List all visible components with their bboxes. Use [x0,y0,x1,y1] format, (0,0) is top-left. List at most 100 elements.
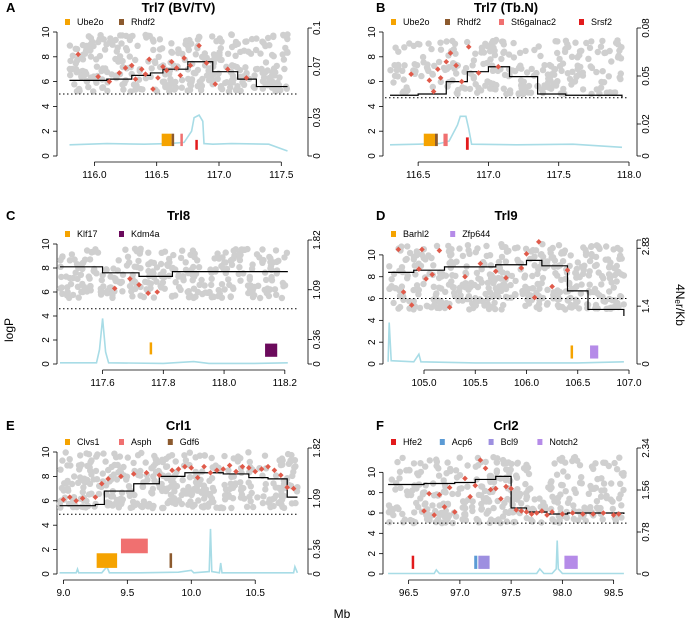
snp-marker [145,290,151,296]
data-point [593,68,600,76]
data-point [64,288,71,296]
data-point [189,247,197,254]
data-point [419,491,427,498]
left-tick-label: 2 [367,128,378,134]
data-point [487,85,494,92]
data-point [617,70,624,77]
snp-marker [492,485,499,492]
data-point [67,71,74,79]
x-tick-label: 97.0 [450,588,470,599]
data-point [581,262,588,269]
step-line [390,66,623,98]
x-tick-label: 106.5 [565,378,590,389]
left-tick-label: 4 [41,522,52,528]
data-point [461,504,468,511]
legend-item: Acp6 [439,437,472,447]
data-point [444,459,451,466]
data-point [538,280,545,287]
left-tick-label: 10 [367,466,378,478]
data-point [135,76,143,83]
data-point [206,289,213,296]
data-point [251,72,258,79]
data-point [465,293,473,300]
data-point [134,452,142,459]
snp-marker [446,304,453,311]
data-point [559,258,567,265]
data-point [493,459,501,466]
data-point [199,75,206,83]
data-point [268,51,276,59]
left-tick-label: 6 [367,295,378,301]
data-point [278,487,285,495]
data-point [254,494,261,501]
snp-marker [610,512,617,518]
data-point [120,463,127,471]
data-point [387,67,394,74]
data-point [267,255,274,262]
data-point [90,42,97,50]
right-tick-label: 2.8 [641,241,652,255]
data-point [120,86,127,93]
x-tick-label: 98.5 [604,588,624,599]
data-point [65,294,73,302]
data-point [230,285,237,292]
panel-label: E [6,418,15,433]
data-point [588,485,595,492]
data-point [196,281,203,289]
data-point [475,84,482,92]
data-point [240,81,248,89]
snp-marker [252,468,259,475]
data-point [256,294,264,302]
data-point [150,294,158,301]
data-point [209,76,216,84]
x-tick-label: 98.0 [553,588,573,599]
snp-marker [437,75,444,81]
snp-marker [536,239,542,245]
x-tick-label: 96.5 [399,588,419,599]
data-point [539,253,547,260]
data-point [271,495,278,502]
data-point [464,462,471,469]
data-point [180,277,187,284]
data-point [558,454,566,462]
left-tick-label: 0 [41,571,52,577]
data-point [279,457,286,464]
gene-box [570,345,574,359]
data-point [266,42,273,49]
data-point [88,457,95,464]
data-point [147,280,154,287]
snp-marker [498,495,504,502]
data-point [512,291,519,298]
data-point [564,70,571,77]
snp-marker [181,55,187,61]
left-tick-label: 6 [367,510,378,516]
data-point [394,458,401,466]
data-point [574,65,581,73]
snp-marker [421,508,427,514]
data-point [517,62,524,69]
data-point [90,88,97,95]
data-point [523,514,530,522]
snp-marker [177,72,184,79]
legend-swatch [65,439,70,445]
legend-item: Rhdf2 [445,17,481,27]
x-tick-label: 116.5 [145,170,170,181]
data-point [413,248,420,255]
snp-marker [187,62,194,69]
data-point [200,504,207,511]
data-point [499,281,507,288]
data-point [453,70,460,77]
data-point [539,274,547,282]
data-point [611,89,619,96]
data-point [472,463,479,470]
step-line [388,259,625,316]
data-point [195,33,203,40]
data-point [435,58,443,66]
data-point [459,252,467,260]
data-point [112,55,119,63]
gene-box [265,343,278,357]
data-point [80,283,88,291]
data-point [452,50,459,57]
data-point [447,264,454,271]
data-point [94,451,101,458]
